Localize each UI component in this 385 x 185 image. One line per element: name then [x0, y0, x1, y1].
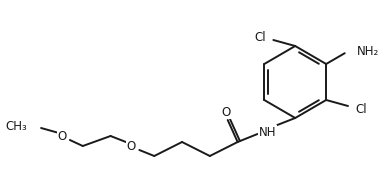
- Text: NH₂: NH₂: [357, 45, 379, 58]
- Text: O: O: [127, 139, 136, 152]
- Text: Cl: Cl: [254, 31, 266, 43]
- Text: CH₃: CH₃: [5, 120, 27, 132]
- Text: NH: NH: [259, 125, 276, 139]
- Text: Cl: Cl: [355, 102, 367, 115]
- Text: O: O: [221, 105, 230, 119]
- Text: O: O: [57, 130, 67, 142]
